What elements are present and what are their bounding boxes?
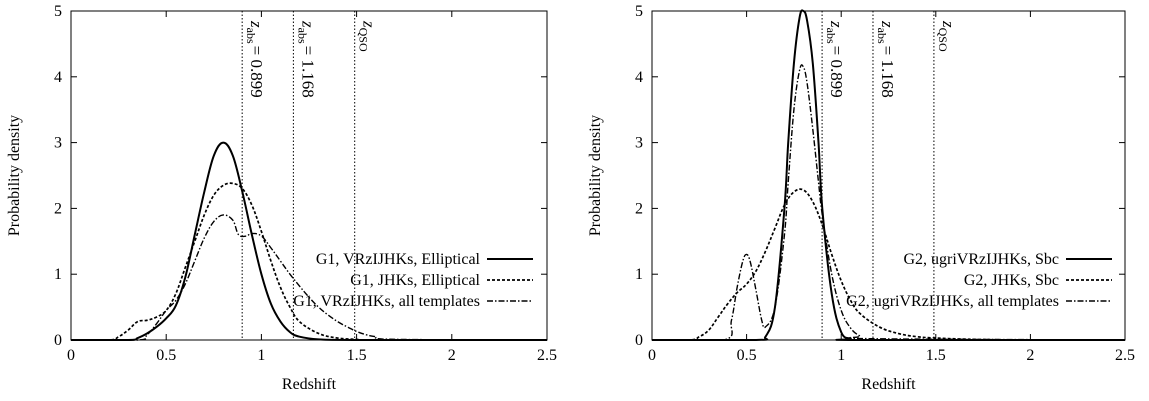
label-value: = 0.899 [247, 46, 266, 98]
label-subscript: abs [244, 28, 258, 44]
y-tick-label: 3 [54, 135, 62, 152]
plot-frame [70, 10, 548, 341]
label-subscript: abs [875, 28, 889, 44]
legend-label-3: G2, ugriVRzIJHKs, all templates [846, 293, 1059, 310]
legend-label-2: G1, JHKs, Elliptical [350, 272, 480, 289]
series-line-1 [71, 141, 547, 342]
x-tick-label: 1.5 [347, 347, 367, 364]
x-tick-label: 0 [648, 347, 656, 364]
legend-label-2: G2, JHKs, Sbc [964, 272, 1059, 289]
y-tick-label: 0 [54, 332, 62, 349]
legend: G2, ugriVRzIJHKs, Sbc G2, JHKs, Sbc G2, ug… [846, 251, 1112, 310]
y-tick-label: 0 [635, 332, 643, 349]
y-tick-label: 5 [635, 3, 643, 20]
x-tick-label: 1 [837, 347, 845, 364]
chart-panel-1: 0 0.5 1 1.5 2 2.5 0 1 2 3 4 5 Redshift Probability de… [6, 3, 557, 393]
label-subscript: abs [824, 28, 838, 44]
label-value: = 1.168 [298, 46, 317, 98]
x-axis-label: Redshift [861, 376, 916, 393]
legend-label-3: G1, VRzIJHKs, all templates [293, 293, 480, 310]
y-tick-label: 3 [635, 135, 643, 152]
y-tick-label: 4 [635, 69, 643, 86]
reference-line-label-2: zabs = 1.168 [875, 20, 897, 98]
label-z: z [939, 20, 958, 28]
reference-line-label-1: zabs = 0.899 [824, 20, 846, 98]
legend-label-1: G2, ugriVRzIJHKs, Sbc [903, 251, 1059, 268]
y-axis-label: Probability density [587, 115, 604, 236]
x-axis-label: Redshift [282, 376, 337, 393]
reference-line-label-1: zabs = 0.899 [244, 20, 266, 98]
legend: G1, VRzIJHKs, Elliptical G1, JHKs, Ellipt… [293, 251, 533, 310]
reference-line-label-3: zQSO [357, 20, 379, 52]
label-value: = 0.899 [827, 46, 846, 98]
x-tick-label: 1.5 [926, 347, 946, 364]
x-tick-label: 0 [67, 347, 75, 364]
legend-label-1: G1, VRzIJHKs, Elliptical [316, 251, 481, 268]
chart-panel-2: 0 0.5 1 1.5 2 2.5 0 1 2 3 4 5 Redshift Probability de… [587, 3, 1135, 393]
y-tick-label: 5 [54, 3, 62, 20]
label-z: z [298, 20, 317, 28]
label-z: z [878, 20, 897, 28]
x-tick-label: 2.5 [1115, 347, 1135, 364]
y-tick-label: 2 [54, 200, 62, 217]
label-value: = 1.168 [878, 46, 897, 98]
reference-line-label-3: zQSO [936, 20, 958, 52]
x-tick-label: 1 [257, 347, 265, 364]
y-tick-label: 1 [54, 266, 62, 283]
label-subscript: abs [295, 28, 309, 44]
x-tick-label: 0.5 [156, 347, 176, 364]
label-subscript: QSO [357, 28, 371, 52]
label-z: z [360, 20, 379, 28]
label-z: z [247, 20, 266, 28]
x-tick-label: 0.5 [737, 347, 757, 364]
label-subscript: QSO [936, 28, 950, 52]
series-line-3 [652, 64, 1126, 341]
x-tick-label: 2 [448, 347, 456, 364]
y-tick-label: 1 [635, 266, 643, 283]
x-tick-label: 2 [1026, 347, 1034, 364]
series-line-2 [652, 188, 1125, 341]
y-axis-label: Probability density [6, 115, 23, 236]
y-tick-label: 2 [635, 200, 643, 217]
reference-line-label-2: zabs = 1.168 [295, 20, 317, 98]
y-tick-label: 4 [54, 69, 62, 86]
label-z: z [827, 20, 846, 28]
series-line-2 [71, 182, 547, 341]
series-line-3 [71, 214, 548, 341]
x-tick-label: 2.5 [537, 347, 557, 364]
